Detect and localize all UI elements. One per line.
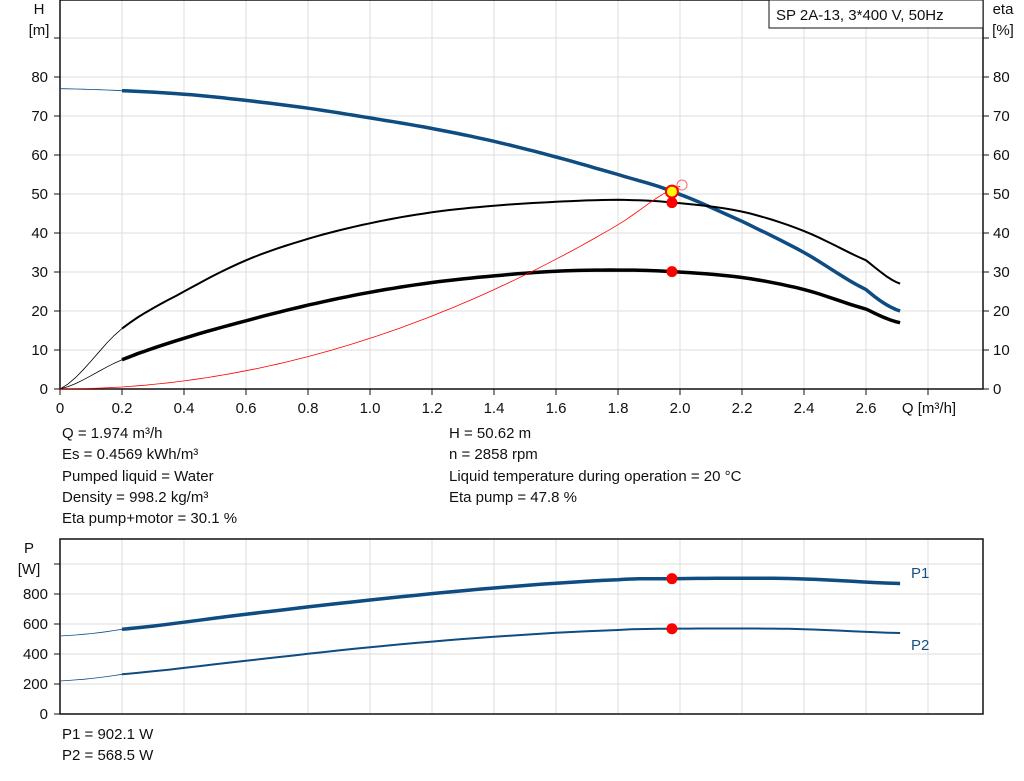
duty-point-p1 bbox=[666, 573, 678, 585]
y-tick-label: 20 bbox=[31, 303, 48, 320]
x-tick-label: 0.6 bbox=[236, 400, 257, 417]
info-n: n = 2858 rpm bbox=[449, 446, 538, 463]
chart-title: SP 2A-13, 3*400 V, 50Hz bbox=[776, 7, 944, 24]
y-axis-label: H bbox=[34, 1, 45, 18]
y-axis-unit: [m] bbox=[29, 22, 50, 39]
info-p2: P2 = 568.5 W bbox=[62, 747, 154, 764]
series-label-P2: P2 bbox=[911, 637, 929, 654]
x-tick-label: 1.6 bbox=[546, 400, 567, 417]
info-eta-pump-motor: Eta pump+motor = 30.1 % bbox=[62, 510, 238, 527]
info-temp: Liquid temperature during operation = 20… bbox=[449, 468, 742, 485]
y-tick-label: 200 bbox=[23, 676, 48, 693]
duty-point-p2 bbox=[666, 623, 678, 635]
p-axis-label: P bbox=[24, 540, 34, 557]
info-eta-pump: Eta pump = 47.8 % bbox=[449, 489, 577, 506]
y-right-tick-label: 0 bbox=[993, 381, 1001, 398]
x-tick-label: 0.2 bbox=[112, 400, 133, 417]
y-tick-label: 10 bbox=[31, 342, 48, 359]
x-tick-label: 0.4 bbox=[174, 400, 195, 417]
duty-point-eta-pump bbox=[666, 197, 678, 209]
info-density: Density = 998.2 kg/m³ bbox=[62, 489, 209, 506]
x-tick-label: 1.4 bbox=[484, 400, 505, 417]
y-tick-label: 70 bbox=[31, 108, 48, 125]
x-tick-label: 1.8 bbox=[608, 400, 629, 417]
y-right-tick-label: 50 bbox=[993, 186, 1010, 203]
y-tick-label: 800 bbox=[23, 586, 48, 603]
y-right-axis-label: eta bbox=[993, 1, 1015, 18]
plot-frame-bottom bbox=[59, 538, 984, 715]
x-tick-label: 0 bbox=[56, 400, 64, 417]
y-tick-label: 400 bbox=[23, 646, 48, 663]
series-eta_pump_motor-extrapolated bbox=[59, 359, 123, 390]
x-axis-label: Q [m³/h] bbox=[902, 400, 956, 417]
series-P1 bbox=[121, 576, 901, 632]
y-tick-label: 0 bbox=[40, 706, 48, 723]
duty-point-head bbox=[664, 184, 679, 199]
series-H bbox=[121, 88, 901, 313]
duty-point-eta-pump-motor bbox=[666, 266, 678, 278]
title-box bbox=[768, 0, 984, 29]
x-tick-label: 2.4 bbox=[794, 400, 815, 417]
info-es: Es = 0.4569 kWh/m³ bbox=[62, 446, 199, 463]
y-tick-label: 30 bbox=[31, 264, 48, 281]
x-tick-label: 2.6 bbox=[856, 400, 877, 417]
x-tick-label: 1.2 bbox=[422, 400, 443, 417]
y-right-axis-unit: [%] bbox=[992, 22, 1014, 39]
y-right-tick-label: 30 bbox=[993, 264, 1010, 281]
series-label-P1: P1 bbox=[911, 565, 929, 582]
series-P1-extrapolated bbox=[59, 628, 123, 637]
system-curve-end-marker bbox=[676, 179, 688, 191]
info-p1: P1 = 902.1 W bbox=[62, 726, 154, 743]
series-eta_pump_motor bbox=[121, 268, 901, 362]
info-q: Q = 1.974 m³/h bbox=[62, 425, 163, 442]
y-right-tick-label: 70 bbox=[993, 108, 1010, 125]
x-tick-label: 2.0 bbox=[670, 400, 691, 417]
y-right-tick-label: 20 bbox=[993, 303, 1010, 320]
series-P2-extrapolated bbox=[59, 673, 123, 682]
p-axis-unit: [W] bbox=[18, 561, 41, 578]
series-eta_pump bbox=[121, 198, 901, 330]
y-tick-label: 40 bbox=[31, 225, 48, 242]
series-H-extrapolated bbox=[59, 88, 123, 92]
x-tick-label: 0.8 bbox=[298, 400, 319, 417]
series-system_curve bbox=[59, 185, 681, 390]
y-tick-label: 60 bbox=[31, 147, 48, 164]
info-h: H = 50.62 m bbox=[449, 425, 532, 442]
y-tick-label: 600 bbox=[23, 616, 48, 633]
info-liquid: Pumped liquid = Water bbox=[62, 468, 214, 485]
y-tick-label: 50 bbox=[31, 186, 48, 203]
y-right-tick-label: 10 bbox=[993, 342, 1010, 359]
x-tick-label: 1.0 bbox=[360, 400, 381, 417]
y-tick-label: 80 bbox=[31, 69, 48, 86]
y-tick-label: 0 bbox=[40, 381, 48, 398]
y-right-tick-label: 40 bbox=[993, 225, 1010, 242]
y-right-tick-label: 80 bbox=[993, 69, 1010, 86]
y-right-tick-label: 60 bbox=[993, 147, 1010, 164]
series-P2 bbox=[121, 627, 901, 676]
x-tick-label: 2.2 bbox=[732, 400, 753, 417]
series-eta_pump-extrapolated bbox=[59, 328, 123, 390]
